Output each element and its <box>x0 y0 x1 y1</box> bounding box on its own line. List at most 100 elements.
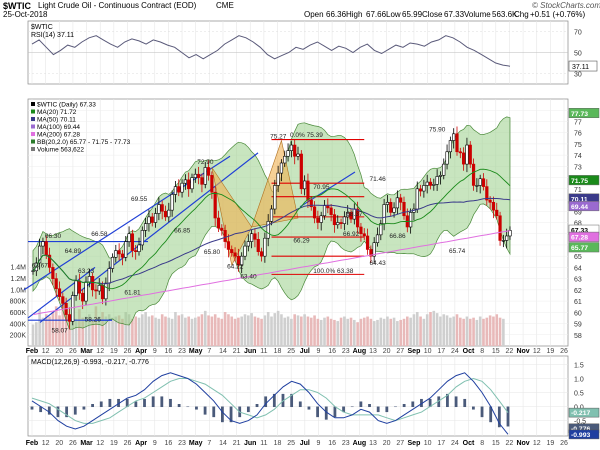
macd-histogram-bar <box>255 404 259 408</box>
candle-body <box>508 230 512 237</box>
macd-tick-label: 1.0 <box>574 376 584 383</box>
volume-bar <box>273 313 277 346</box>
macd-histogram-bar <box>497 406 501 428</box>
price-tick-label: 63 <box>574 277 582 284</box>
volume-tick-label: 1.2M <box>10 276 26 283</box>
x-tick-label-price: Nov <box>516 348 529 355</box>
volume-tick-label: 200K <box>10 333 27 340</box>
rsi-last-value-box <box>568 60 598 72</box>
price-annotation: 72.90 <box>197 159 214 166</box>
x-tick-label-macd: 19 <box>110 440 118 447</box>
candle-body <box>246 241 250 247</box>
candle-body <box>134 250 138 252</box>
candle-body <box>120 253 125 258</box>
macd-histogram-bar <box>65 406 69 418</box>
x-tick-label-price: Oct <box>463 348 475 355</box>
volume-bar <box>323 317 326 346</box>
x-tick-label-macd: May <box>189 440 203 447</box>
macd-histogram-bar <box>195 406 198 410</box>
candle-body <box>385 201 390 205</box>
macd-tick-label: 1.5 <box>574 362 584 369</box>
x-tick-label-price: 25 <box>287 348 295 355</box>
candle-body <box>236 255 240 266</box>
volume-bar <box>283 317 287 346</box>
x-tick-label-macd: Jul <box>300 440 310 447</box>
price-right-label: 70.11 <box>571 196 588 203</box>
rsi-legend-symbol: $WTIC <box>31 24 53 31</box>
candle-body <box>468 144 472 165</box>
price-annotation: 63.67 <box>32 262 49 269</box>
volume-label: Volume <box>464 10 491 19</box>
volume-tick-label: 1.4M <box>10 265 26 272</box>
volume-bar <box>286 316 290 346</box>
price-right-label-box <box>568 201 600 212</box>
volume-bar <box>482 318 485 346</box>
price-right-label: 67.28 <box>571 235 588 242</box>
price-annotation: 68.37 <box>346 211 363 218</box>
x-tick-label-macd: 26 <box>124 440 132 447</box>
volume-bar <box>167 317 171 346</box>
volume-bar <box>472 317 475 346</box>
volume-bar <box>263 315 267 346</box>
volume-bar <box>94 306 98 346</box>
volume-bar <box>68 314 71 346</box>
x-tick-label-price: 20 <box>383 348 391 355</box>
price-tick-label: 71 <box>574 187 582 194</box>
candle-body <box>54 278 58 290</box>
open-value: 66.36 <box>326 10 347 19</box>
macd-histogram-bar <box>91 404 94 408</box>
volume-bar <box>64 306 68 346</box>
x-tick-label-price: 14 <box>219 348 227 355</box>
volume-bar <box>217 317 220 346</box>
volume-bar <box>359 318 363 346</box>
volume-bar <box>432 310 436 346</box>
candle-body <box>501 240 505 242</box>
price-tick-label: 75 <box>574 142 582 149</box>
volume-bar <box>157 318 161 346</box>
candle-body <box>233 252 237 257</box>
volume-bar <box>306 316 310 346</box>
candle-body <box>458 151 462 154</box>
channel-lower-line <box>27 266 96 319</box>
macd-signal-line <box>31 377 509 424</box>
watermark: © StockCharts.com <box>532 1 600 10</box>
macd-histogram-bar <box>350 406 354 408</box>
candle-body <box>157 204 161 214</box>
volume-bar <box>290 318 293 346</box>
candle-body <box>488 199 492 203</box>
volume-bar <box>227 314 230 346</box>
candle-body <box>395 197 399 209</box>
x-tick-label-macd: 9 <box>317 440 321 447</box>
volume-bar <box>260 318 263 346</box>
candle-body <box>425 181 429 186</box>
candle-body <box>61 296 65 304</box>
macd-histogram-bar <box>480 406 484 418</box>
pattern-triangle-left <box>211 167 252 267</box>
macd-histogram-bar <box>298 401 302 408</box>
ma20-line <box>32 168 511 290</box>
candle-body <box>422 185 426 192</box>
macd-histogram-bar <box>394 406 397 408</box>
macd-histogram-bar <box>307 406 311 410</box>
macd-histogram-bar <box>47 406 51 415</box>
volume-bar <box>442 314 446 346</box>
volume-bar <box>107 314 111 346</box>
price-annotation: 66.58 <box>91 231 108 238</box>
volume-bar <box>502 318 505 346</box>
price-annotation: 58.07 <box>52 328 69 335</box>
x-tick-label-price: 22 <box>506 348 514 355</box>
macd-histogram-bar <box>82 406 86 410</box>
macd-histogram-bar <box>333 406 337 418</box>
volume-bar <box>435 313 439 346</box>
candle-body <box>309 199 313 208</box>
volume-bar <box>121 318 124 346</box>
volume-bar <box>84 316 88 346</box>
price-legend-entry: MA(100) 69.44 <box>37 124 80 131</box>
volume-bar <box>399 319 402 346</box>
price-annotation: 64.22 <box>227 264 244 271</box>
macd-histogram-bar <box>264 396 268 408</box>
candle-body <box>57 288 62 297</box>
price-tick-label: 73 <box>574 164 582 171</box>
volume-bar <box>210 316 214 346</box>
